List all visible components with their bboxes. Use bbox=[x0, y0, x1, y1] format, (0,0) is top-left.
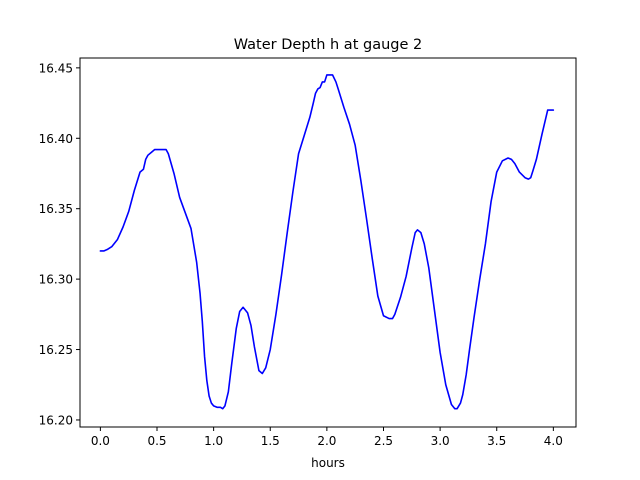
y-tick-label: 16.20 bbox=[39, 413, 73, 427]
y-tick-label: 16.25 bbox=[39, 343, 73, 357]
series-layer bbox=[99, 74, 555, 410]
y-tick-label: 16.40 bbox=[39, 132, 73, 146]
series-line bbox=[99, 74, 555, 410]
x-tick-label: 3.0 bbox=[431, 434, 450, 448]
x-tick-label: 0.0 bbox=[91, 434, 110, 448]
axis-ticks: 0.0 0.5 1.0 1.5 2.0 2.5 3.0 3.5 4.0 16.20 16.25 16.… bbox=[39, 61, 563, 448]
y-tick-label: 16.45 bbox=[39, 61, 73, 75]
x-tick-label: 4.0 bbox=[544, 434, 563, 448]
x-tick-label: 2.0 bbox=[317, 434, 336, 448]
plot-area-frame bbox=[79, 57, 577, 428]
x-tick-label: 0.5 bbox=[147, 434, 166, 448]
x-tick-label: 1.5 bbox=[261, 434, 280, 448]
x-axis-label: hours bbox=[311, 456, 345, 470]
x-tick-label: 3.5 bbox=[487, 434, 506, 448]
y-tick-label: 16.35 bbox=[39, 202, 73, 216]
y-tick-label: 16.30 bbox=[39, 273, 73, 287]
x-tick-label: 1.0 bbox=[204, 434, 223, 448]
chart-title: Water Depth h at gauge 2 bbox=[234, 37, 422, 53]
x-tick-label: 2.5 bbox=[374, 434, 393, 448]
